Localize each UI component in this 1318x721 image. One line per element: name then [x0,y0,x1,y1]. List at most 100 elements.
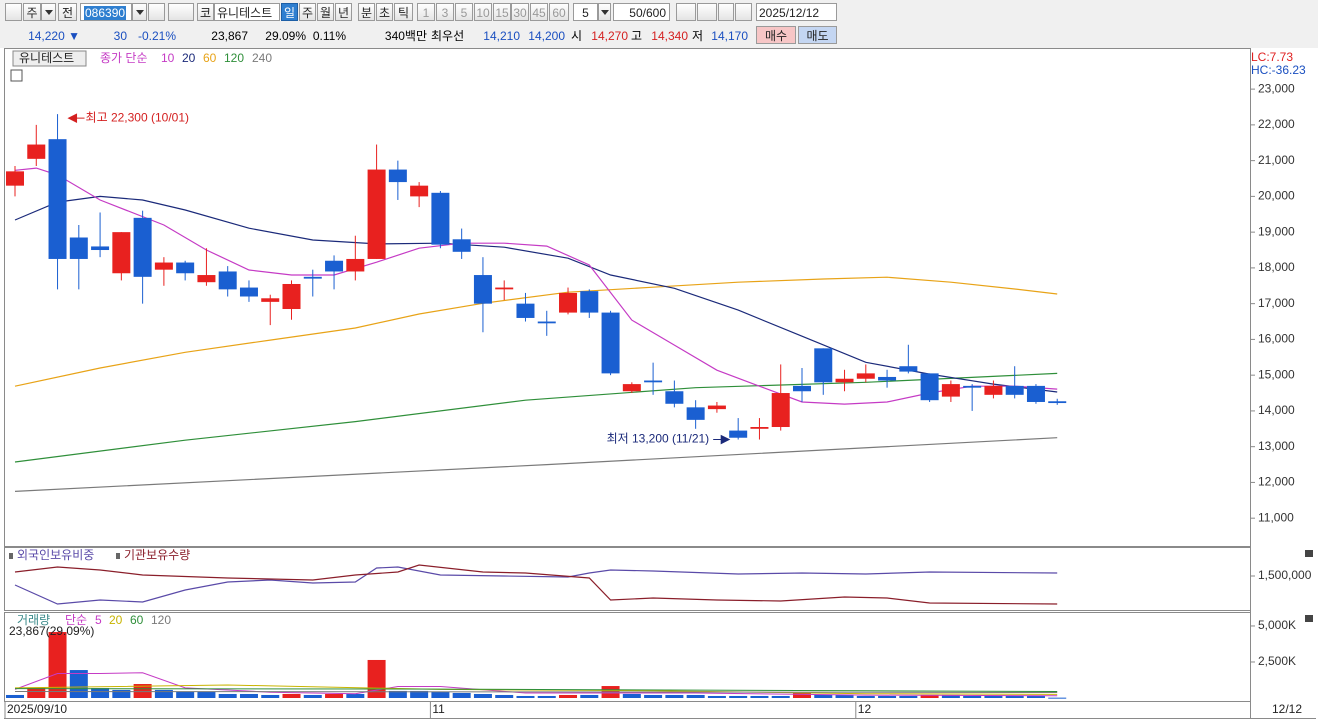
date-input[interactable]: 2025/12/12 [756,3,837,21]
candle-body [644,380,663,383]
candle-body [388,169,407,183]
code-input[interactable]: 086390 [80,3,132,21]
candle-body [1048,401,1067,404]
candle-body [559,292,578,313]
interval-button[interactable]: 60 [549,3,569,21]
candle-body [325,260,344,272]
candle-body [346,258,365,272]
volume-bar [48,632,67,698]
type-dropdown[interactable] [41,3,56,21]
candle-body [367,169,386,259]
legend-item: 240 [252,51,272,65]
candle-body [920,373,939,401]
best-label: 최우선 [431,29,465,43]
volume: 23,867 [211,29,248,43]
open: 14,270 [591,29,628,43]
interval-spin[interactable] [598,3,611,21]
type-select[interactable]: 주 [23,3,41,21]
interval-button[interactable]: 30 [511,3,529,21]
volume-bar [878,695,897,698]
market-button[interactable]: 코 [197,3,214,21]
volume-bar [112,689,131,698]
corner-label: LC:7.73 [1251,50,1293,64]
volume-bar [303,694,322,698]
candle-body [750,427,769,429]
candle-body [133,217,152,277]
candle-body [899,366,918,372]
interval-button[interactable]: 10 [474,3,492,21]
code-text: 086390 [84,6,127,20]
buy-button[interactable]: 매수 [756,26,796,44]
period-button[interactable]: 초 [376,3,393,21]
search-button[interactable] [148,3,165,21]
candle-body [154,262,173,270]
ma-line [14,437,1058,492]
ma-line [14,684,1058,695]
candle-body [303,276,322,279]
candle-body [856,373,875,379]
candle-body [707,405,726,410]
volume-bar [473,693,492,698]
ma-line [14,564,1058,605]
period-button[interactable]: 일 [281,3,298,21]
candle-body [27,144,46,159]
volume-bar [69,670,88,698]
volume-bar [218,693,237,698]
interval-button[interactable]: 5 [455,3,473,21]
period-button[interactable]: 월 [317,3,334,21]
volume-bar [6,694,24,698]
volume-bar [814,694,833,698]
candle-body [537,321,556,324]
volume-bar [622,693,641,698]
volume-bar [516,695,535,698]
interval-button[interactable]: 3 [436,3,454,21]
y-tick-label: 12,000 [1258,475,1295,489]
ma-line [14,167,1058,405]
save-button[interactable] [718,3,734,21]
interval-button[interactable]: 15 [493,3,511,21]
interval-input[interactable]: 5 [573,3,598,21]
volume-bar [750,695,769,698]
settings-button[interactable] [735,3,752,21]
interval-button[interactable]: 1 [417,3,435,21]
legend-item: 기관보유수량 [124,548,190,562]
candle-body [665,391,684,404]
tool-button[interactable] [697,3,717,21]
period-button[interactable]: 분 [358,3,375,21]
legend-item: 120 [224,51,244,65]
volume-bar [665,694,684,698]
value-label: 23,867(29.09%) [9,624,94,638]
volume-bar [452,692,471,698]
volume-bar [644,694,663,698]
candle-body [792,385,811,392]
volume-bar [197,691,216,698]
ma-line [14,688,1058,692]
count-input[interactable]: 50/600 [613,3,670,21]
candle-body [814,348,833,383]
sell-button[interactable]: 매도 [798,26,837,44]
candle-body [580,291,599,313]
stock-name[interactable]: 유니테스트 [214,3,280,21]
interval-button[interactable]: 45 [530,3,548,21]
panel-close [1305,550,1313,557]
candle-body [495,287,514,290]
period-button[interactable]: 틱 [394,3,413,21]
x-end-label: 12/12 [1272,702,1302,716]
volume-bar [325,693,344,698]
sound-button[interactable] [168,3,194,21]
volume-bar [27,688,46,698]
x-tick-label: 11 [432,702,445,716]
ma-line [14,691,1058,693]
period-button[interactable]: 주 [299,3,316,21]
all-button[interactable]: 전 [58,3,77,21]
tool-button[interactable] [676,3,696,21]
bid: 14,200 [528,29,565,43]
code-dropdown[interactable] [132,3,147,21]
panel-close [1305,615,1313,622]
period-button[interactable]: 년 [335,3,352,21]
layout-button[interactable] [5,3,22,21]
volume-bar [239,693,258,698]
legend-item: 120 [151,613,171,627]
